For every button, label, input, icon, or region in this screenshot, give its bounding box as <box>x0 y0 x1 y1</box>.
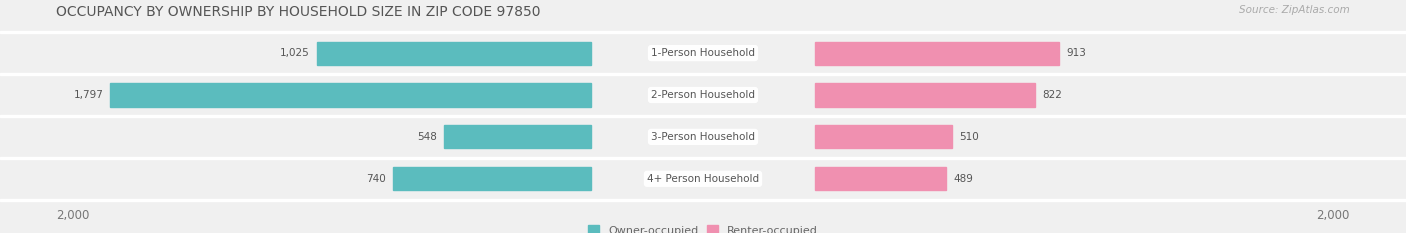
Bar <box>815 125 952 148</box>
Bar <box>0 115 1406 117</box>
Bar <box>316 41 591 65</box>
Text: 2-Person Household: 2-Person Household <box>651 90 755 100</box>
Legend: Owner-occupied, Renter-occupied: Owner-occupied, Renter-occupied <box>588 225 818 233</box>
Text: 510: 510 <box>959 132 979 142</box>
Bar <box>444 125 591 148</box>
Bar <box>392 167 591 190</box>
Bar <box>0 158 1406 200</box>
Text: 1,025: 1,025 <box>280 48 309 58</box>
Text: 489: 489 <box>953 174 973 184</box>
Text: 740: 740 <box>366 174 385 184</box>
Text: 548: 548 <box>418 132 437 142</box>
Bar <box>0 116 1406 158</box>
Bar <box>815 83 1035 106</box>
Text: 2,000: 2,000 <box>56 209 90 222</box>
Bar <box>0 32 1406 74</box>
Text: 913: 913 <box>1066 48 1087 58</box>
Bar <box>0 157 1406 159</box>
Bar <box>0 31 1406 33</box>
Bar <box>815 41 1059 65</box>
Text: 3-Person Household: 3-Person Household <box>651 132 755 142</box>
Bar <box>0 199 1406 201</box>
Bar <box>0 74 1406 116</box>
Text: 4+ Person Household: 4+ Person Household <box>647 174 759 184</box>
Bar <box>111 83 591 106</box>
Text: 1-Person Household: 1-Person Household <box>651 48 755 58</box>
Bar <box>815 167 946 190</box>
Text: 2,000: 2,000 <box>1316 209 1350 222</box>
Text: Source: ZipAtlas.com: Source: ZipAtlas.com <box>1239 5 1350 15</box>
Text: 822: 822 <box>1042 90 1062 100</box>
Text: OCCUPANCY BY OWNERSHIP BY HOUSEHOLD SIZE IN ZIP CODE 97850: OCCUPANCY BY OWNERSHIP BY HOUSEHOLD SIZE… <box>56 5 541 19</box>
Bar <box>0 73 1406 75</box>
Text: 1,797: 1,797 <box>73 90 104 100</box>
